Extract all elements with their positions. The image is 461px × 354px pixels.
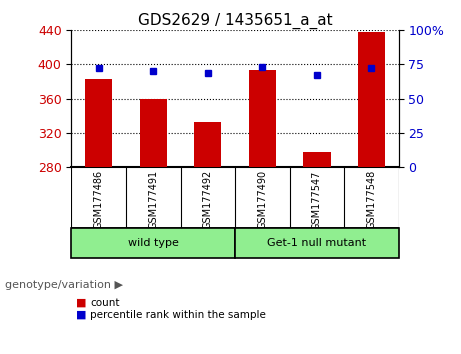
Bar — [71, 228, 235, 258]
Text: Get-1 null mutant: Get-1 null mutant — [267, 238, 366, 248]
Text: GSM177548: GSM177548 — [366, 170, 377, 229]
Text: GSM177491: GSM177491 — [148, 170, 158, 229]
Text: GSM177492: GSM177492 — [203, 170, 213, 229]
Bar — [249, 70, 276, 167]
Text: wild type: wild type — [128, 238, 179, 248]
Bar — [140, 98, 167, 167]
Text: percentile rank within the sample: percentile rank within the sample — [90, 310, 266, 320]
Bar — [235, 228, 399, 258]
Text: count: count — [90, 298, 119, 308]
Title: GDS2629 / 1435651_a_at: GDS2629 / 1435651_a_at — [138, 12, 332, 29]
Bar — [303, 152, 331, 167]
Text: genotype/variation ▶: genotype/variation ▶ — [5, 280, 123, 290]
Text: ■: ■ — [76, 310, 87, 320]
Bar — [85, 79, 112, 167]
Text: GSM177547: GSM177547 — [312, 170, 322, 229]
Bar — [194, 122, 221, 167]
Text: GSM177490: GSM177490 — [257, 170, 267, 229]
Text: ■: ■ — [76, 298, 87, 308]
Bar — [358, 32, 385, 167]
Text: GSM177486: GSM177486 — [94, 170, 104, 229]
